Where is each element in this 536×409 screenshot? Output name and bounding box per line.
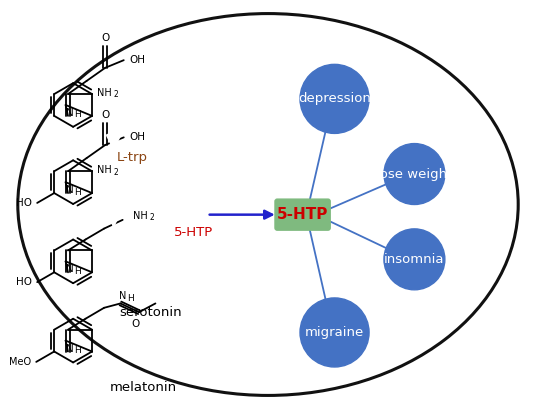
FancyBboxPatch shape [276,200,330,230]
Text: H: H [74,267,81,276]
Text: 2: 2 [114,90,118,99]
Text: N: N [66,108,73,118]
Ellipse shape [384,144,445,204]
Ellipse shape [18,13,518,396]
Text: 5-HTP: 5-HTP [277,207,328,222]
Text: migraine: migraine [305,326,364,339]
Text: NH: NH [96,88,111,98]
Text: OH: OH [130,55,146,65]
Text: MeO: MeO [9,357,31,367]
Ellipse shape [300,64,369,133]
Text: N: N [66,344,73,353]
Text: O: O [101,110,109,120]
Text: H: H [74,110,81,119]
Text: H: H [74,346,81,355]
Text: N: N [66,264,73,274]
Text: insomnia: insomnia [384,253,445,266]
Text: melatonin: melatonin [109,381,176,394]
Text: lose weight: lose weight [376,168,452,180]
Text: O: O [101,33,109,43]
Text: NH: NH [96,165,111,175]
Text: OH: OH [130,133,146,142]
Text: N: N [66,185,73,195]
Text: L-trp: L-trp [117,151,148,164]
Text: HO: HO [16,277,32,287]
Text: NH: NH [132,211,147,221]
Text: 2: 2 [150,213,154,222]
Text: depression: depression [298,92,371,106]
Text: HO: HO [16,198,32,208]
Text: N: N [119,292,126,301]
Text: H: H [74,188,81,197]
Text: H: H [127,294,134,303]
Text: O: O [131,319,139,329]
Text: serotonin: serotonin [120,306,182,319]
Ellipse shape [300,298,369,367]
Text: 5-HTP: 5-HTP [174,227,213,239]
Text: 2: 2 [114,168,118,177]
Ellipse shape [384,229,445,290]
